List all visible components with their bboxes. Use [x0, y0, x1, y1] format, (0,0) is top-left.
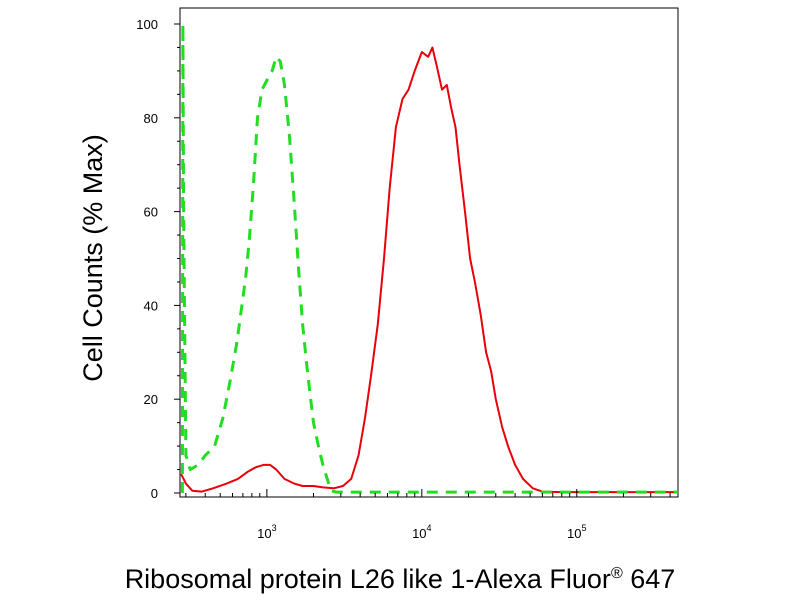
y-axis: 0 20 40 60 80 100	[136, 17, 180, 501]
series-layer	[180, 22, 678, 494]
x-tick-label: 103	[257, 523, 276, 541]
plot-area	[179, 7, 679, 498]
x-axis-label: Ribosomal protein L26 like 1-Alexa Fluor…	[125, 564, 676, 594]
y-tick-label: 20	[144, 392, 158, 407]
y-tick-label: 0	[151, 486, 158, 501]
x-axis: 103 104 105	[185, 489, 671, 541]
y-axis-label: Cell Counts (% Max)	[78, 134, 108, 382]
plot-border	[179, 7, 679, 498]
y-tick-label: 80	[144, 111, 158, 126]
y-tick-label: 40	[144, 298, 158, 313]
series-line-2	[180, 22, 678, 494]
registered-mark: ®	[611, 565, 623, 582]
x-axis-label-main: Ribosomal protein L26 like 1-Alexa Fluor	[125, 564, 611, 594]
y-tick-label: 100	[136, 17, 158, 32]
x-tick-label: 104	[412, 523, 431, 541]
series-line-1	[180, 46, 678, 494]
x-axis-label-suffix: 647	[623, 564, 676, 594]
x-tick-label: 105	[567, 523, 586, 541]
y-tick-label: 60	[144, 205, 158, 220]
